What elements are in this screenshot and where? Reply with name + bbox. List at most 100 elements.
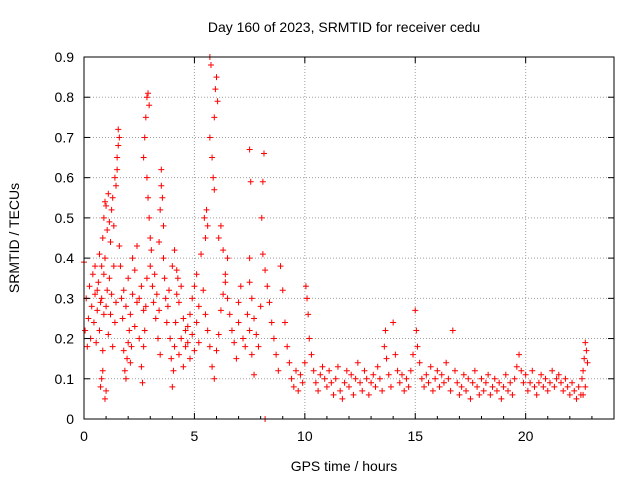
data-point (463, 387, 470, 394)
data-point (334, 363, 341, 370)
data-point (233, 355, 240, 362)
data-point (434, 367, 441, 374)
data-point (339, 395, 346, 402)
data-point (224, 295, 231, 302)
data-point (370, 371, 377, 378)
data-point (178, 283, 185, 290)
data-point (134, 299, 140, 306)
data-point (421, 383, 428, 390)
data-point (98, 263, 105, 270)
data-point (416, 359, 423, 366)
data-point (108, 291, 115, 298)
data-point (401, 387, 408, 394)
data-point (478, 375, 485, 382)
data-point (237, 283, 244, 290)
data-point (172, 319, 179, 326)
data-point (113, 182, 120, 189)
data-point (326, 367, 333, 374)
data-point (191, 347, 198, 354)
data-point (317, 371, 324, 378)
data-point (187, 355, 193, 362)
data-point (122, 303, 129, 310)
data-point (184, 339, 191, 346)
x-tick-label: 0 (80, 428, 88, 444)
data-point (180, 363, 187, 370)
data-point (222, 279, 229, 286)
data-point (139, 379, 146, 386)
data-point (138, 363, 145, 370)
data-point (189, 295, 196, 302)
data-point (142, 114, 149, 121)
data-point (432, 375, 439, 382)
data-point (143, 94, 150, 101)
data-point (266, 299, 273, 306)
data-point (158, 182, 165, 189)
data-point (240, 335, 246, 342)
data-point (527, 379, 534, 386)
data-point (215, 331, 222, 338)
data-point (175, 351, 182, 358)
data-point (286, 359, 293, 366)
data-point (509, 391, 516, 398)
data-point (361, 367, 368, 374)
data-point (449, 327, 456, 334)
data-point (533, 391, 540, 398)
data-point (118, 295, 125, 302)
data-point (471, 367, 478, 374)
data-point (474, 383, 481, 390)
data-point (107, 311, 114, 318)
data-point (213, 74, 220, 81)
data-point (270, 335, 277, 342)
data-point (100, 214, 107, 221)
data-point (151, 271, 158, 278)
data-point (410, 351, 417, 358)
data-point (363, 375, 370, 382)
data-point (154, 335, 161, 342)
data-point (180, 315, 187, 322)
data-point (164, 303, 171, 310)
data-point (93, 339, 100, 346)
data-point (124, 355, 131, 362)
data-point (122, 375, 129, 382)
data-point (429, 387, 436, 394)
data-point (381, 343, 388, 350)
data-point (323, 383, 330, 390)
data-point (220, 291, 227, 298)
data-point (107, 239, 114, 246)
data-point (189, 331, 196, 338)
data-point (315, 387, 322, 394)
data-point (491, 375, 498, 382)
data-point (308, 351, 315, 358)
data-point (382, 327, 389, 334)
data-point (149, 283, 156, 290)
data-point (458, 383, 465, 390)
data-point (520, 379, 527, 386)
data-point (405, 383, 412, 390)
data-point (253, 331, 260, 338)
data-point (129, 255, 136, 262)
data-point (246, 327, 253, 334)
data-point (156, 307, 163, 314)
data-point (150, 299, 157, 306)
data-point (213, 347, 220, 354)
data-point (502, 371, 509, 378)
data-point (147, 235, 154, 241)
data-point (211, 186, 218, 193)
data-point (184, 323, 191, 330)
data-point (418, 375, 425, 382)
data-point (275, 367, 282, 374)
data-point (195, 303, 202, 310)
data-point (248, 295, 255, 302)
data-point (193, 319, 200, 326)
data-point (120, 347, 127, 354)
data-point (293, 367, 299, 374)
y-tick-label: 0.2 (55, 331, 75, 347)
data-point (153, 291, 160, 298)
data-point (235, 319, 242, 326)
data-point (259, 251, 266, 258)
data-point (145, 90, 152, 97)
data-point (246, 255, 253, 262)
data-point (383, 355, 390, 362)
data-point (201, 214, 208, 221)
data-point (348, 371, 355, 378)
